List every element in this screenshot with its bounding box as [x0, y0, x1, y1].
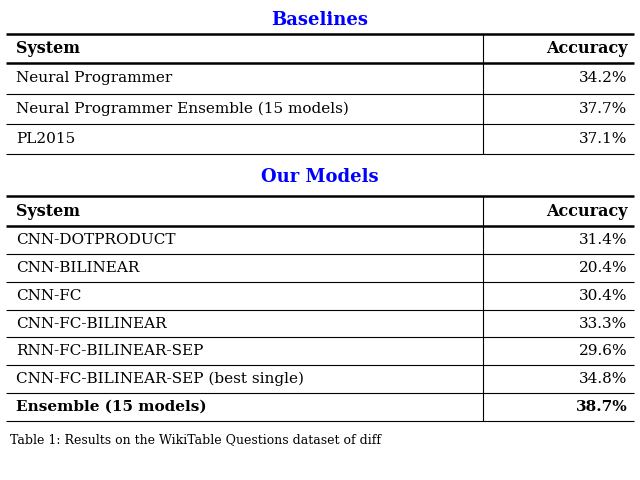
- Text: 37.7%: 37.7%: [579, 102, 627, 116]
- Text: System: System: [16, 203, 80, 220]
- Text: RNN-FC-BILINEAR-SEP: RNN-FC-BILINEAR-SEP: [16, 344, 204, 359]
- Text: Table 1: Results on the WikiTable Questions dataset of diff: Table 1: Results on the WikiTable Questi…: [10, 433, 381, 446]
- Text: 34.2%: 34.2%: [579, 72, 627, 85]
- Text: PL2015: PL2015: [16, 132, 76, 146]
- Text: 37.1%: 37.1%: [579, 132, 627, 146]
- Text: Baselines: Baselines: [271, 11, 369, 29]
- Text: CNN-FC-BILINEAR: CNN-FC-BILINEAR: [16, 316, 166, 331]
- Text: Accuracy: Accuracy: [546, 203, 627, 220]
- Text: CNN-FC-BILINEAR-SEP (best single): CNN-FC-BILINEAR-SEP (best single): [16, 372, 304, 386]
- Text: 29.6%: 29.6%: [579, 344, 627, 359]
- Text: 30.4%: 30.4%: [579, 288, 627, 303]
- Text: CNN-DOTPRODUCT: CNN-DOTPRODUCT: [16, 233, 175, 247]
- Text: Ensemble (15 models): Ensemble (15 models): [16, 400, 207, 414]
- Text: 31.4%: 31.4%: [579, 233, 627, 247]
- Text: CNN-FC: CNN-FC: [16, 288, 81, 303]
- Text: System: System: [16, 40, 80, 57]
- Text: 34.8%: 34.8%: [579, 372, 627, 386]
- Text: 33.3%: 33.3%: [579, 316, 627, 331]
- Text: 20.4%: 20.4%: [579, 261, 627, 275]
- Text: Neural Programmer: Neural Programmer: [16, 72, 172, 85]
- Text: Accuracy: Accuracy: [546, 40, 627, 57]
- Text: CNN-BILINEAR: CNN-BILINEAR: [16, 261, 140, 275]
- Text: Our Models: Our Models: [261, 168, 379, 186]
- Text: Neural Programmer Ensemble (15 models): Neural Programmer Ensemble (15 models): [16, 102, 349, 116]
- Text: 38.7%: 38.7%: [575, 400, 627, 414]
